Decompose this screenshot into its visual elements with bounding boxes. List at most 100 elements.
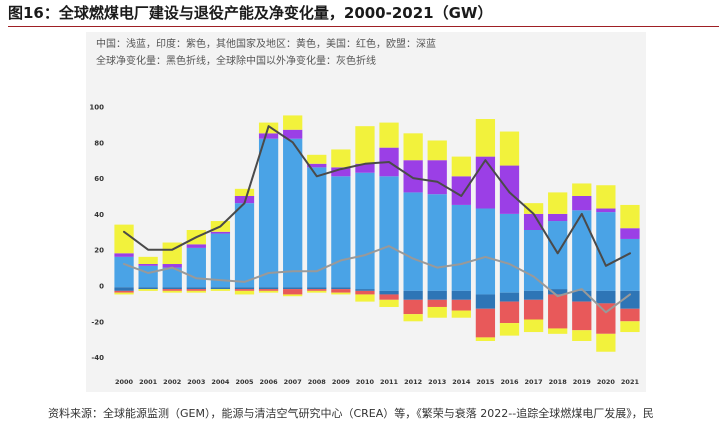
bar-segment [283, 115, 303, 130]
bar-segment [548, 192, 568, 214]
bar-segment [210, 233, 231, 286]
y-tick-label: 100 [89, 103, 104, 111]
bar-segment [403, 299, 423, 315]
bar-segment [186, 289, 206, 291]
bar-segment [331, 167, 351, 177]
x-tick-label: 2006 [260, 378, 279, 386]
bar-segment [234, 287, 255, 290]
bar-segment [114, 256, 134, 286]
bar-segment [138, 256, 158, 265]
bar-segment [499, 285, 520, 293]
x-tick-label: 2017 [525, 378, 543, 386]
bar-segment [523, 230, 544, 286]
bar-segment [307, 167, 327, 286]
x-tick-label: 2012 [404, 378, 422, 386]
title-rule [8, 26, 719, 27]
x-tick-label: 2011 [380, 378, 399, 386]
bar-segment [427, 160, 447, 195]
bar-segment [379, 122, 399, 148]
bar-segment [475, 119, 496, 157]
bar-segment [186, 244, 206, 248]
bar-segment [331, 149, 351, 168]
bar-segment [475, 308, 496, 338]
legend-line-colors: 中国：浅蓝，印度：紫色，其他国家及地区：黄色，美国：红色，欧盟：深蓝 [96, 39, 436, 50]
bar-segment [403, 314, 423, 322]
bar-segment [475, 294, 496, 309]
bar-segment [548, 213, 568, 222]
bar-segment [403, 133, 423, 161]
x-tick-label: 2004 [211, 378, 230, 386]
bar-segment [523, 213, 544, 230]
y-tick-label: 40 [94, 211, 104, 219]
bar-segment [258, 285, 279, 288]
x-tick-label: 2003 [187, 378, 205, 386]
x-tick-label: 2009 [332, 378, 351, 386]
bar-segment [258, 287, 279, 290]
bar-segment [523, 319, 544, 333]
bar-segment [451, 285, 471, 291]
bar-segment [379, 290, 399, 295]
bar-segment [596, 208, 616, 213]
bar-segment [451, 176, 471, 205]
bar-segment [210, 287, 231, 290]
x-tick-label: 2013 [428, 378, 446, 386]
bar-segment [596, 333, 616, 352]
y-tick-label: -40 [91, 354, 104, 362]
bar-segment [499, 323, 520, 336]
bar-segment [572, 210, 592, 286]
bar-segment [258, 290, 279, 293]
series-line [123, 125, 631, 267]
bar-segment [307, 287, 327, 290]
bar-segment [307, 163, 327, 168]
bar-segment [114, 253, 134, 257]
bar-segment [138, 265, 158, 286]
bar-segment [572, 330, 592, 341]
x-tick-label: 2010 [356, 378, 375, 386]
x-tick-label: 2002 [163, 378, 181, 386]
bar-segment [258, 138, 279, 286]
bar-segment [234, 285, 255, 288]
bar-segment [523, 299, 544, 320]
bar-segment [475, 285, 496, 295]
bar-segment [548, 285, 568, 290]
x-tick-label: 2018 [549, 378, 568, 386]
legend-line-lines: 全球净变化量：黑色折线，全球除中国以外净变化量：灰色折线 [96, 56, 376, 67]
bar-segment [548, 289, 568, 295]
bar-segment [114, 290, 134, 293]
bar-segment [572, 183, 592, 196]
bar-segment [620, 321, 640, 333]
x-tick-label: 2020 [597, 378, 616, 386]
bar-segment [162, 285, 182, 288]
bar-segment [234, 203, 255, 286]
bar-segment [162, 289, 182, 291]
bar-segment [572, 195, 592, 211]
bar-segment [427, 306, 447, 318]
bar-segment [331, 289, 351, 293]
y-tick-label: -20 [91, 318, 104, 326]
bar-segment [307, 290, 327, 293]
bar-segment [451, 204, 471, 286]
bar-segment [427, 299, 447, 307]
bar-segment [620, 238, 640, 286]
bar-segment [596, 185, 616, 209]
bar-segment [572, 301, 592, 331]
bar-segment [186, 287, 206, 290]
bar-segment [620, 204, 640, 229]
bar-segment [138, 264, 158, 266]
x-tick-label: 2007 [284, 378, 302, 386]
bar-segment [596, 290, 616, 304]
bar-segment [114, 285, 134, 288]
bar-segment [258, 289, 279, 291]
bar-segment [138, 287, 158, 290]
x-tick-label: 2000 [115, 378, 134, 386]
bar-segment [499, 131, 520, 166]
bar-segment [307, 285, 327, 288]
bar-segment [572, 290, 592, 302]
bar-segment [283, 138, 303, 286]
bar-segment [283, 129, 303, 139]
bar-segment [162, 287, 182, 290]
bar-segment [620, 228, 640, 239]
bar-segment [620, 285, 640, 291]
x-tick-label: 2001 [139, 378, 158, 386]
bar-segment [427, 194, 447, 286]
